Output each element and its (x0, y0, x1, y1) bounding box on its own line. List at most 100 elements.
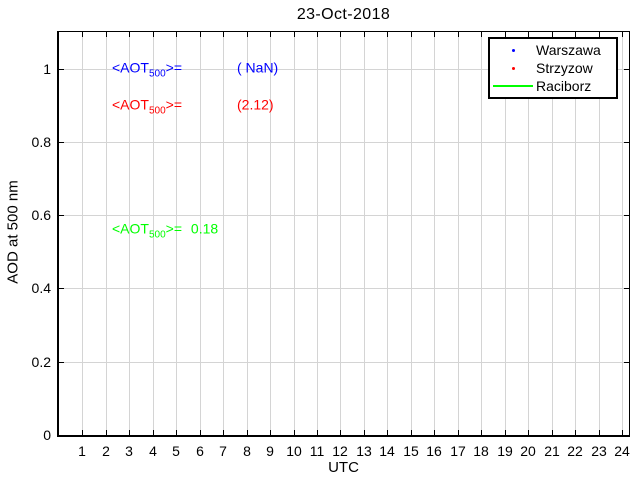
x-tick-bottom (247, 430, 248, 435)
mean-aot500-warszawa-annotation: <AOT500>= ( NaN) (112, 59, 278, 80)
x-tick-label: 20 (520, 443, 536, 459)
x-tick-label: 5 (172, 443, 180, 459)
y-gridline (59, 215, 629, 216)
x-gridline (294, 32, 295, 435)
x-tick-top (294, 32, 295, 37)
x-tick-label: 14 (379, 443, 395, 459)
x-gridline (364, 32, 365, 435)
y-tick-left (59, 362, 64, 363)
legend: Warszawa Strzyzow Raciborz (488, 37, 618, 99)
mean-aot500-strzyzow-annotation: <AOT500>= (2.12) (112, 97, 274, 117)
x-tick-bottom (411, 430, 412, 435)
aot500-label: <AOT500>= (112, 59, 183, 80)
x-tick-top (82, 32, 83, 37)
x-tick-label: 24 (614, 443, 630, 459)
x-gridline (176, 32, 177, 435)
x-tick-label: 9 (266, 443, 274, 459)
y-tick-right (624, 69, 629, 70)
x-tick-bottom (458, 430, 459, 435)
x-tick-label: 8 (243, 443, 251, 459)
y-tick-right (624, 215, 629, 216)
y-gridline (59, 362, 629, 363)
y-tick-left (59, 142, 64, 143)
x-tick-bottom (387, 430, 388, 435)
x-tick-bottom (364, 430, 365, 435)
x-tick-top (176, 32, 177, 37)
x-tick-label: 17 (450, 443, 466, 459)
x-tick-label: 11 (309, 443, 325, 459)
warszawa-dot-marker-icon (511, 48, 515, 52)
y-tick-right (624, 142, 629, 143)
plot-area: <AOT500>= ( NaN) <AOT500>= (2.12) <AOT50… (32, 31, 630, 459)
x-tick-top (575, 32, 576, 37)
x-tick-bottom (481, 430, 482, 435)
x-tick-top (505, 32, 506, 37)
x-tick-label: 16 (426, 443, 442, 459)
x-tick-top (622, 32, 623, 37)
x-tick-label: 13 (356, 443, 372, 459)
x-tick-top (153, 32, 154, 37)
legend-label: Raciborz (536, 78, 592, 94)
x-gridline (129, 32, 130, 435)
x-tick-bottom (106, 430, 107, 435)
x-gridline (200, 32, 201, 435)
x-tick-top (364, 32, 365, 37)
x-tick-top (481, 32, 482, 37)
x-tick-bottom (223, 430, 224, 435)
y-tick-label: 0.2 (31, 354, 51, 370)
x-tick-top (387, 32, 388, 37)
x-tick-bottom (176, 430, 177, 435)
x-gridline (411, 32, 412, 435)
x-tick-bottom (575, 430, 576, 435)
x-tick-bottom (200, 430, 201, 435)
legend-entry-strzyzow: Strzyzow (490, 59, 616, 77)
y-gridline (59, 288, 629, 289)
x-tick-label: 1 (78, 443, 86, 459)
legend-marker-cell (490, 85, 536, 87)
raciborz-line-marker-icon (493, 85, 533, 87)
x-tick-label: 12 (332, 443, 348, 459)
x-gridline (247, 32, 248, 435)
x-tick-label: 15 (403, 443, 419, 459)
legend-entry-raciborz: Raciborz (490, 77, 616, 95)
x-gridline (106, 32, 107, 435)
x-tick-top (223, 32, 224, 37)
x-tick-label: 21 (544, 443, 560, 459)
x-tick-bottom (82, 430, 83, 435)
y-tick-label: 0.6 (31, 207, 51, 223)
x-gridline (528, 32, 529, 435)
x-tick-bottom (340, 430, 341, 435)
y-tick-label: 1 (43, 61, 51, 77)
x-gridline (317, 32, 318, 435)
legend-marker-cell (490, 66, 536, 70)
x-tick-label: 19 (497, 443, 513, 459)
x-tick-bottom (528, 430, 529, 435)
x-tick-bottom (622, 430, 623, 435)
x-tick-label: 6 (196, 443, 204, 459)
x-tick-bottom (270, 430, 271, 435)
y-tick-label: 0.4 (31, 280, 51, 296)
x-tick-label: 22 (567, 443, 583, 459)
x-tick-label: 23 (591, 443, 607, 459)
x-tick-label: 3 (125, 443, 133, 459)
x-tick-top (458, 32, 459, 37)
legend-marker-cell (490, 48, 536, 52)
x-gridline (505, 32, 506, 435)
x-gridline (387, 32, 388, 435)
x-tick-top (599, 32, 600, 37)
y-tick-label: 0 (43, 427, 51, 443)
x-tick-bottom (599, 430, 600, 435)
x-tick-top (317, 32, 318, 37)
x-tick-label: 10 (286, 443, 302, 459)
x-tick-bottom (294, 430, 295, 435)
legend-label: Strzyzow (536, 60, 593, 76)
aot500-label: <AOT500>= (112, 220, 183, 241)
x-gridline (622, 32, 623, 435)
x-tick-bottom (317, 430, 318, 435)
x-gridline (340, 32, 341, 435)
x-tick-label: 7 (219, 443, 227, 459)
x-gridline (575, 32, 576, 435)
strzyzow-dot-marker-icon (511, 66, 515, 70)
x-tick-label: 2 (102, 443, 110, 459)
